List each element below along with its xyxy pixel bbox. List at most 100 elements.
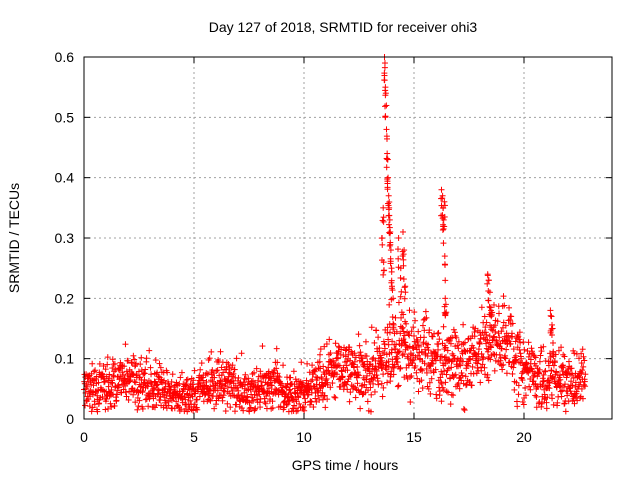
data-point bbox=[384, 370, 391, 377]
data-point bbox=[376, 345, 383, 352]
data-point bbox=[456, 385, 463, 392]
data-point bbox=[549, 325, 556, 332]
y-tick-label: 0.3 bbox=[55, 230, 75, 246]
data-point bbox=[540, 378, 547, 385]
data-point bbox=[498, 345, 505, 352]
data-point bbox=[393, 353, 400, 360]
data-point bbox=[421, 327, 428, 334]
data-point bbox=[488, 309, 495, 316]
data-point bbox=[111, 402, 118, 409]
data-point bbox=[229, 362, 236, 369]
data-point bbox=[204, 370, 211, 377]
data-point bbox=[386, 199, 393, 206]
data-point bbox=[442, 360, 449, 367]
data-point bbox=[380, 218, 387, 225]
data-point bbox=[177, 374, 184, 381]
data-point bbox=[130, 391, 137, 398]
data-point bbox=[229, 373, 236, 380]
data-point bbox=[144, 383, 151, 390]
data-point bbox=[506, 338, 513, 345]
data-point bbox=[420, 339, 427, 346]
data-point bbox=[518, 355, 525, 362]
data-point bbox=[441, 368, 448, 375]
y-tick-label: 0.1 bbox=[55, 351, 75, 367]
data-point bbox=[438, 353, 445, 360]
data-point bbox=[414, 375, 421, 382]
data-point bbox=[561, 400, 568, 407]
data-point bbox=[381, 64, 388, 71]
data-point bbox=[295, 394, 302, 401]
data-point bbox=[397, 293, 404, 300]
data-point bbox=[421, 315, 428, 322]
data-point bbox=[190, 377, 197, 384]
data-point bbox=[491, 333, 498, 340]
data-point bbox=[251, 369, 258, 376]
data-point bbox=[486, 289, 493, 296]
data-point bbox=[248, 378, 255, 385]
data-point bbox=[347, 372, 354, 379]
data-point bbox=[419, 385, 426, 392]
data-point bbox=[447, 340, 454, 347]
data-point bbox=[136, 397, 143, 404]
data-point bbox=[384, 184, 391, 191]
data-point bbox=[390, 321, 397, 328]
data-point bbox=[410, 324, 417, 331]
data-point bbox=[478, 367, 485, 374]
data-point bbox=[320, 363, 327, 370]
data-point bbox=[396, 348, 403, 355]
data-point bbox=[491, 367, 498, 374]
data-point bbox=[542, 367, 549, 374]
data-point bbox=[380, 371, 387, 378]
data-point bbox=[141, 370, 148, 377]
data-point bbox=[217, 377, 224, 384]
data-point bbox=[579, 367, 586, 374]
data-point bbox=[576, 355, 582, 362]
data-point bbox=[345, 376, 352, 383]
data-point bbox=[197, 366, 204, 373]
data-point bbox=[288, 393, 295, 400]
data-point bbox=[435, 346, 442, 353]
data-point bbox=[548, 332, 555, 339]
data-point bbox=[400, 251, 407, 258]
data-point bbox=[246, 405, 253, 412]
data-point bbox=[273, 345, 280, 352]
data-point bbox=[565, 398, 572, 405]
data-point bbox=[488, 326, 495, 333]
data-point bbox=[340, 352, 347, 359]
data-point bbox=[120, 372, 127, 379]
data-point bbox=[435, 341, 442, 348]
data-point bbox=[518, 370, 525, 377]
data-point bbox=[478, 350, 485, 357]
data-point bbox=[386, 221, 393, 228]
data-point bbox=[242, 371, 249, 378]
data-point bbox=[418, 377, 425, 384]
data-point bbox=[251, 406, 258, 413]
data-point bbox=[383, 351, 390, 358]
data-point bbox=[538, 403, 545, 410]
data-point bbox=[568, 365, 575, 372]
data-point bbox=[441, 202, 448, 209]
data-point bbox=[118, 389, 125, 396]
data-point bbox=[123, 393, 130, 400]
data-point bbox=[383, 102, 390, 109]
data-point bbox=[114, 387, 121, 394]
grid bbox=[84, 57, 612, 419]
data-point bbox=[402, 339, 409, 346]
data-point bbox=[392, 345, 399, 352]
data-point bbox=[290, 368, 297, 375]
data-point bbox=[519, 398, 526, 405]
data-point bbox=[426, 379, 433, 386]
data-point bbox=[347, 389, 354, 396]
data-point bbox=[326, 336, 333, 343]
data-point bbox=[514, 403, 521, 410]
data-point bbox=[321, 392, 328, 399]
data-point bbox=[380, 204, 387, 211]
data-point bbox=[519, 377, 526, 384]
data-point bbox=[283, 401, 290, 408]
data-point bbox=[568, 378, 575, 385]
data-point bbox=[164, 369, 171, 376]
data-point bbox=[206, 355, 213, 362]
data-point bbox=[384, 324, 391, 331]
data-point bbox=[110, 372, 117, 379]
data-point bbox=[109, 356, 116, 363]
